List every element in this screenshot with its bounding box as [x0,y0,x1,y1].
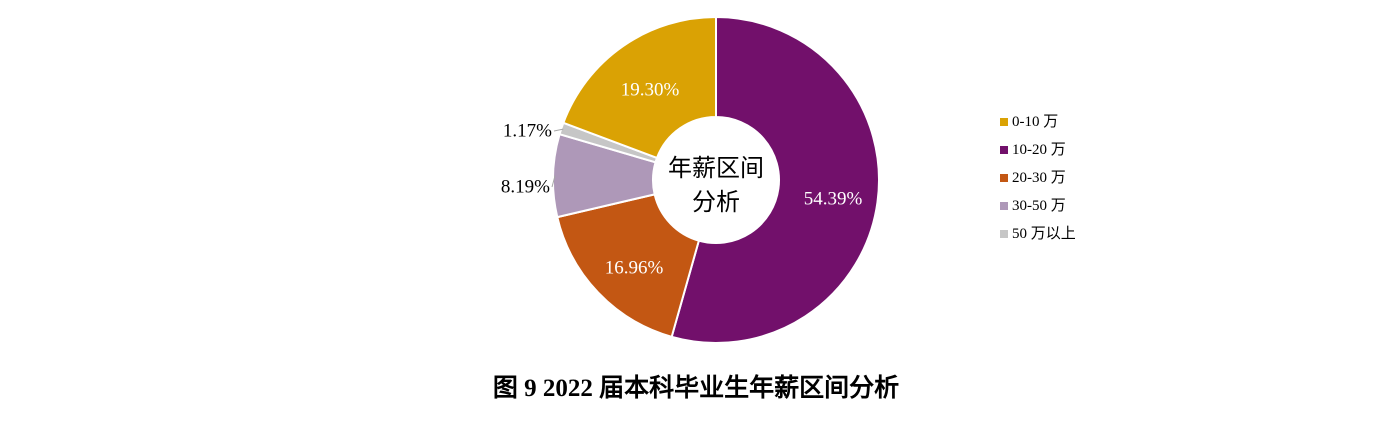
data-labels: 19.30% 54.39% 16.96% 8.19% 1.17% [501,80,863,279]
legend-swatch-2 [1000,174,1008,182]
slice-1 [670,15,880,344]
data-label-4: 1.17% [503,121,552,142]
slice-0 [562,15,717,160]
legend-swatch-3 [1000,202,1008,210]
center-text-line-1: 分析 [692,188,740,216]
legend-label-0: 0-10 万 [1012,114,1058,130]
legend-label-2: 20-30 万 [1012,170,1066,186]
figure-caption: 图 9 2022 届本科毕业生年薪区间分析 [492,375,900,402]
donut-slices [552,15,880,344]
slice-2 [556,193,701,339]
legend-label-3: 30-50 万 [1012,198,1066,214]
data-label-0: 19.30% [621,80,680,101]
data-label-2: 16.96% [605,258,664,279]
legend-swatch-4 [1000,230,1008,238]
legend-label-4: 50 万以上 [1012,225,1076,242]
leader-line-3 [551,175,556,188]
legend-swatch-1 [1000,146,1008,154]
leader-line-4 [553,128,564,132]
legend: 0-10 万 10-20 万 20-30 万 30-50 万 50 万以上 [1000,114,1076,242]
center-text-line-0: 年薪区间 [668,154,764,182]
center-label: 年薪区间分析 [668,154,764,216]
legend-label-1: 10-20 万 [1012,142,1066,158]
legend-swatch-0 [1000,118,1008,126]
data-label-3: 8.19% [501,177,550,198]
data-label-1: 54.39% [804,189,863,210]
donut-chart: 19.30% 54.39% 16.96% 8.19% 1.17% 年薪区间分析 0-10… [501,15,1076,344]
